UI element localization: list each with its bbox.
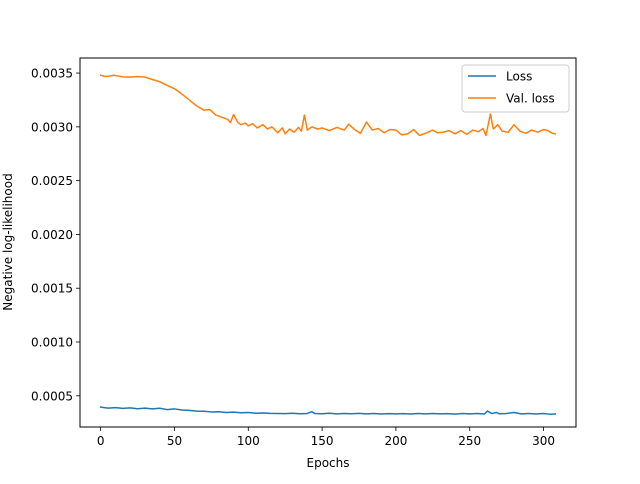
y-tick-label: 0.0030 [31, 120, 73, 134]
x-axis-label: Epochs [307, 456, 350, 470]
x-tick-label: 100 [237, 434, 260, 448]
y-tick-label: 0.0025 [31, 174, 73, 188]
x-tick-label: 250 [458, 434, 481, 448]
legend-label-1: Loss [506, 70, 532, 84]
series-lines [99, 74, 557, 416]
series-line-2 [99, 74, 557, 137]
y-tick-label: 0.0020 [31, 228, 73, 242]
y-axis-ticks: 0.0005 0.0010 0.0015 0.0020 0.0025 0.0030 0.00… [31, 67, 80, 403]
x-axis-ticks: 0 50 100 150 200 250 300 [97, 427, 555, 448]
x-tick-label: 50 [167, 434, 182, 448]
plot-area [80, 58, 576, 427]
y-tick-label: 0.0015 [31, 282, 73, 296]
x-tick-label: 300 [532, 434, 555, 448]
x-tick-label: 150 [311, 434, 334, 448]
legend-label-2: Val. loss [506, 92, 555, 106]
x-tick-label: 200 [384, 434, 407, 448]
y-tick-label: 0.0010 [31, 336, 73, 350]
y-tick-label: 0.0035 [31, 67, 73, 81]
x-tick-label: 0 [97, 434, 105, 448]
y-tick-label: 0.0005 [31, 389, 73, 403]
y-axis-label: Negative log-likelihood [1, 173, 15, 310]
legend: Loss Val. loss [461, 64, 570, 113]
series-line-1 [99, 406, 557, 416]
plot-frame [79, 57, 577, 428]
